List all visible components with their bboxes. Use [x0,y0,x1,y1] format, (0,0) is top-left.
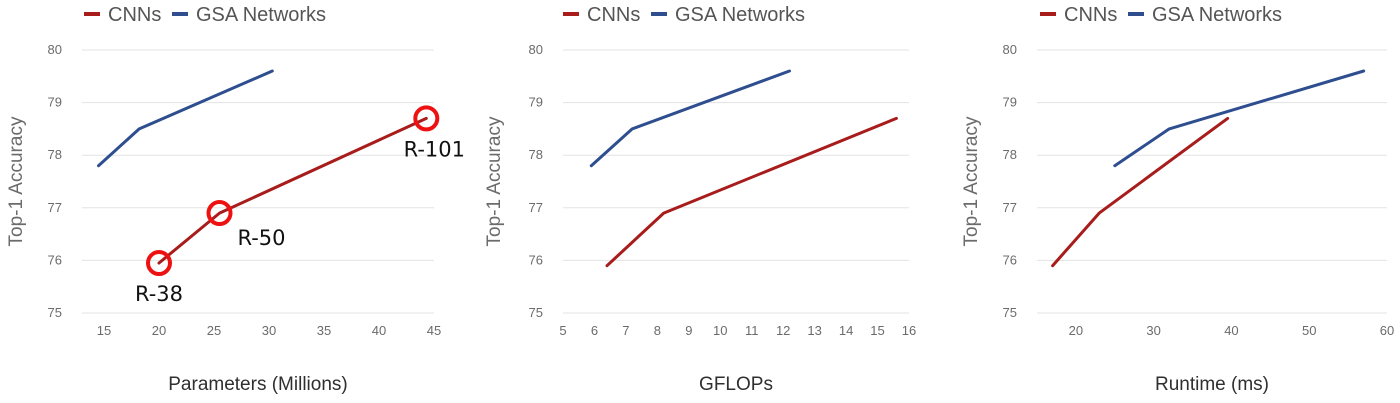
chart-2-series-line-gsa [589,69,791,168]
chart-2-x-tick-label: 6 [591,323,598,338]
chart-3-legend-label-cnns: CNNs [1064,4,1117,26]
chart-1-annotation-label: R-101 [404,137,465,161]
chart-2-x-tick-label: 10 [713,323,727,338]
chart-1-legend-label-cnns: CNNs [108,4,161,26]
chart-3-y-axis-label: Top-1 Accuracy [961,116,982,246]
chart-1-y-tick-label: 75 [48,305,62,320]
chart-1-y-tick-label: 76 [48,252,62,267]
chart-3-y-tick-label: 76 [1003,252,1017,267]
chart-2-x-tick-label: 15 [870,323,884,338]
chart-3-legend-label-gsa: GSA Networks [1152,4,1282,26]
chart-1-annotation-marker [413,105,440,132]
chart-3-series-line-cnns [1051,116,1230,268]
chart-2-x-tick-label: 7 [622,323,629,338]
chart-2-y-tick-label: 76 [529,252,543,267]
chart-1-x-tick-label: 40 [372,323,386,338]
chart-1-annotation-marker [146,250,172,277]
chart-1-x-tick-label: 20 [152,323,166,338]
chart-1-x-tick-label: 30 [262,323,276,338]
chart-1-x-axis-label: Parameters (Millions) [168,374,347,395]
chart-2-x-tick-label: 13 [807,323,821,338]
chart-1-y-tick-label: 79 [48,95,62,110]
chart-2-y-tick-label: 77 [529,200,543,215]
chart-2-legend-label-cnns: CNNs [587,4,640,26]
chart-2-x-tick-label: 16 [902,323,916,338]
chart-3-x-axis-label: Runtime (ms) [1155,374,1269,395]
chart-2-x-tick-label: 14 [839,323,853,338]
chart-3-x-tick-label: 40 [1224,323,1238,338]
chart-3-y-tick-label: 75 [1003,305,1017,320]
chart-1-annotation-label: R-50 [237,226,285,250]
chart-1-x-tick-label: 25 [207,323,221,338]
chart-1-series-line-gsa [97,69,274,168]
chart-3-x-tick-label: 60 [1380,323,1394,338]
chart-1-x-tick-label: 35 [317,323,331,338]
chart-2-y-tick-label: 80 [529,42,543,57]
chart-2-legend-label-gsa: GSA Networks [675,4,805,26]
chart-3-y-tick-label: 80 [1003,42,1017,57]
chart-3-x-tick-label: 20 [1069,323,1083,338]
chart-2-x-axis-label: GFLOPs [699,374,773,395]
chart-2-x-tick-label: 5 [559,323,566,338]
chart-3-y-tick-label: 78 [1003,147,1017,162]
chart-2-x-tick-label: 11 [745,323,759,338]
chart-3-y-tick-label: 77 [1003,200,1017,215]
chart-2-x-tick-label: 12 [776,323,790,338]
chart-1-y-tick-label: 80 [48,42,62,57]
chart-2-y-tick-label: 78 [529,147,543,162]
chart-1-y-tick-label: 78 [48,147,62,162]
chart-1-annotation-label: R-38 [135,282,183,306]
chart-2-x-tick-label: 9 [685,323,692,338]
chart-1-x-tick-label: 15 [97,323,111,338]
chart-1-legend-label-gsa: GSA Networks [196,4,326,26]
chart-1-series-line-cnns [157,116,428,265]
chart-2-series-line-cnns [605,116,898,268]
chart-3-x-tick-label: 50 [1302,323,1316,338]
chart-2-y-tick-label: 79 [529,95,543,110]
chart-3-y-tick-label: 79 [1003,95,1017,110]
chart-1-y-axis-label: Top-1 Accuracy [6,116,27,246]
chart-2-y-tick-label: 75 [529,305,543,320]
chart-1-x-tick-label: 45 [427,323,441,338]
chart-1-y-tick-label: 77 [48,200,62,215]
chart-2-y-axis-label: Top-1 Accuracy [484,116,505,246]
chart-2-x-tick-label: 8 [654,323,661,338]
chart-1-annotation-marker [206,200,233,227]
chart-3-series-line-gsa [1113,69,1366,168]
chart-3-x-tick-label: 30 [1146,323,1160,338]
